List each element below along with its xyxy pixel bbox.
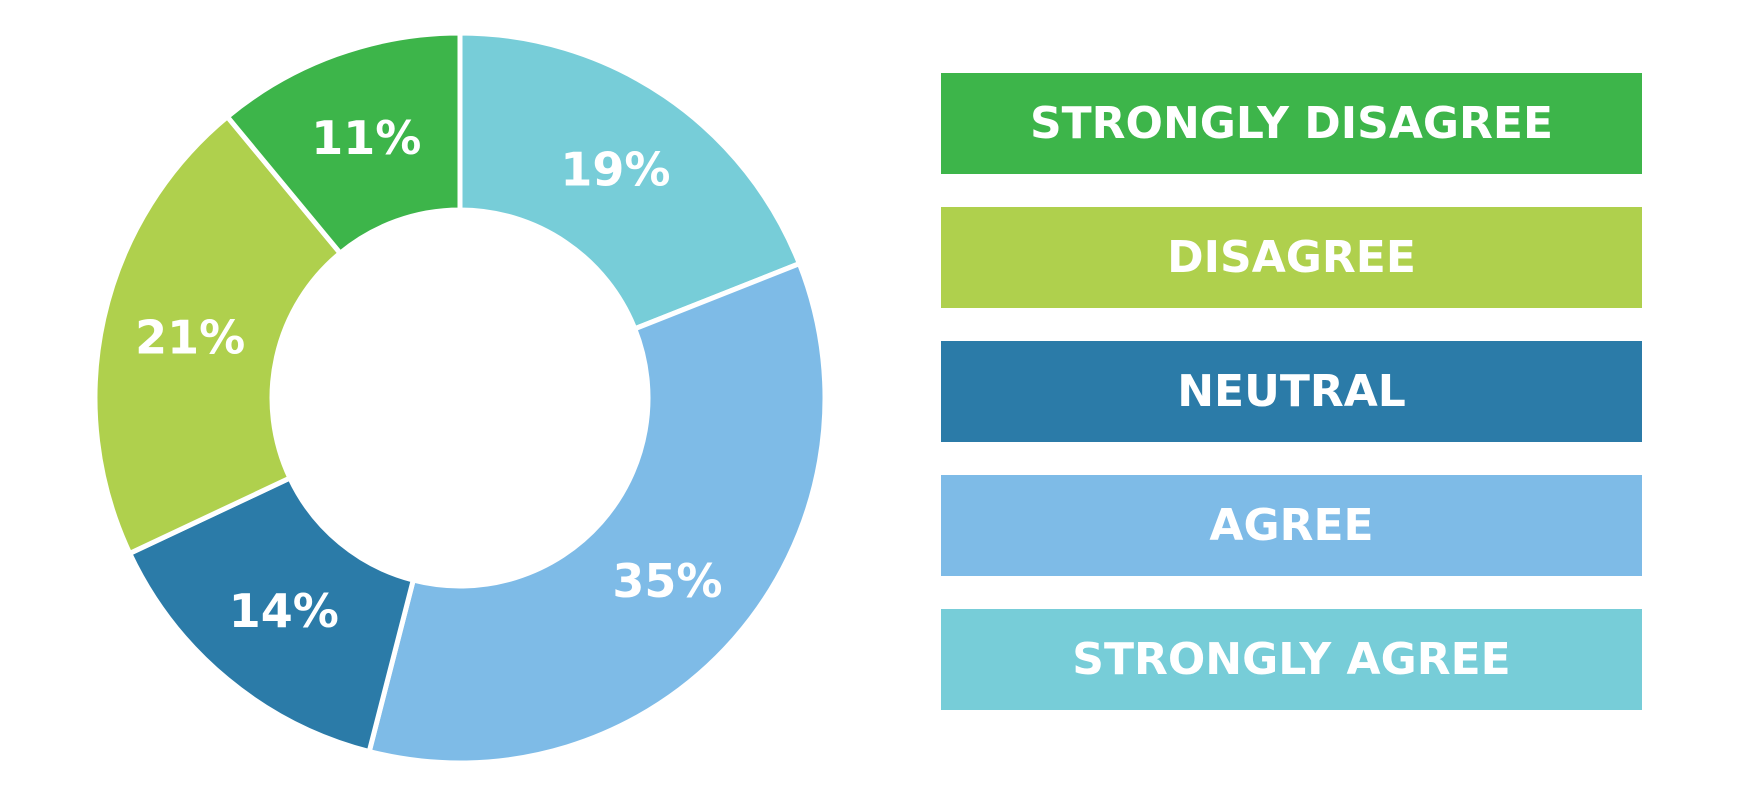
legend-swatch	[941, 341, 1642, 442]
slice-label: 35%	[612, 554, 722, 608]
slice-label: 14%	[229, 584, 339, 638]
legend-label: DISAGREE	[1167, 232, 1416, 283]
slice-label: 19%	[560, 142, 670, 196]
legend-swatch	[941, 73, 1642, 174]
slice-label: 21%	[135, 311, 245, 365]
legend-label: STRONGLY AGREE	[1072, 634, 1510, 685]
donut-slice	[126, 474, 417, 755]
donut-slice	[223, 30, 463, 257]
donut-slice	[366, 260, 828, 766]
slice-label: 11%	[311, 111, 421, 165]
legend-swatch	[941, 475, 1642, 576]
donut-slice	[457, 30, 803, 333]
legend-label: STRONGLY DISAGREE	[1030, 98, 1553, 149]
legend-swatch	[941, 609, 1642, 710]
legend-label: AGREE	[1209, 500, 1373, 551]
donut-slice	[92, 113, 344, 557]
legend-label: NEUTRAL	[1177, 366, 1406, 417]
legend-swatch	[941, 207, 1642, 308]
